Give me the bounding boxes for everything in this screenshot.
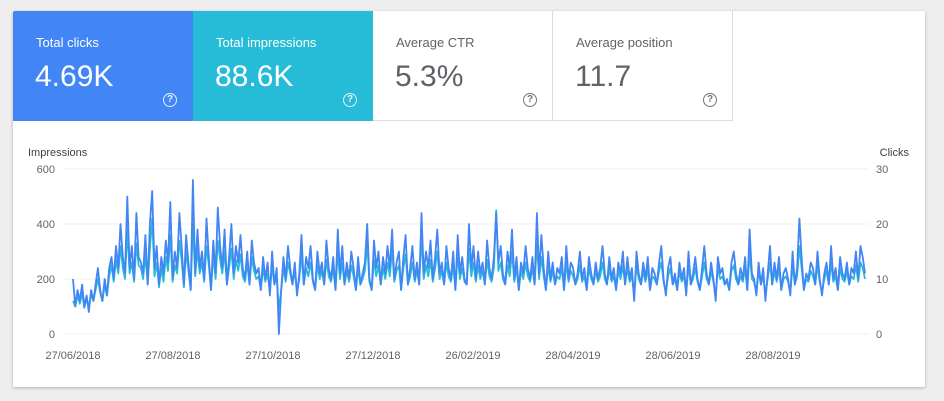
left-tick-label: 0 [49, 329, 55, 341]
metric-average-position[interactable]: Average position 11.7 ? [553, 11, 733, 121]
right-tick-label: 30 [876, 164, 888, 176]
x-tick-label: 28/08/2019 [745, 350, 800, 362]
metric-value: 4.69K [35, 60, 114, 93]
performance-chart: Impressions Clicks 0 200 400 600 0 10 20 30 27… [28, 147, 910, 362]
metric-total-impressions[interactable]: Total impressions 88.6K ? [193, 11, 373, 121]
x-tick-label: 27/12/2018 [345, 350, 400, 362]
metric-label: Average position [576, 35, 673, 50]
left-axis-title: Impressions [28, 147, 88, 159]
gridlines [63, 168, 868, 335]
metric-average-ctr[interactable]: Average CTR 5.3% ? [373, 11, 553, 121]
metric-label: Total clicks [36, 35, 99, 50]
left-tick-label: 400 [37, 219, 55, 231]
left-tick-label: 200 [37, 274, 55, 286]
right-tick-label: 20 [876, 219, 888, 231]
series-line-clicks [72, 179, 866, 335]
right-tick-label: 10 [876, 274, 888, 286]
metric-label: Average CTR [396, 35, 475, 50]
series-lines [72, 179, 866, 335]
metric-total-clicks[interactable]: Total clicks 4.69K ? [13, 11, 193, 121]
performance-card: Total clicks 4.69K ? Total impressions 8… [13, 11, 925, 387]
left-axis-ticks: 0 200 400 600 [37, 164, 55, 341]
x-tick-label: 27/08/2018 [145, 350, 200, 362]
x-tick-label: 27/10/2018 [245, 350, 300, 362]
metric-tabs: Total clicks 4.69K ? Total impressions 8… [13, 11, 925, 121]
help-icon[interactable]: ? [163, 93, 177, 107]
x-tick-label: 28/06/2019 [645, 350, 700, 362]
help-icon[interactable]: ? [343, 93, 357, 107]
left-tick-label: 600 [37, 164, 55, 176]
right-axis-ticks: 0 10 20 30 [876, 164, 888, 341]
metric-value: 11.7 [575, 60, 632, 93]
metric-label: Total impressions [216, 35, 317, 50]
help-icon[interactable]: ? [703, 93, 717, 107]
help-icon[interactable]: ? [523, 93, 537, 107]
metric-value: 88.6K [215, 60, 294, 93]
metric-value: 5.3% [395, 60, 464, 93]
right-tick-label: 0 [876, 329, 882, 341]
x-tick-label: 27/06/2018 [45, 350, 100, 362]
x-tick-label: 26/02/2019 [445, 350, 500, 362]
x-tick-label: 28/04/2019 [545, 350, 600, 362]
x-axis-ticks: 27/06/2018 27/08/2018 27/10/2018 27/12/2018… [45, 350, 800, 362]
right-axis-title: Clicks [880, 147, 910, 159]
